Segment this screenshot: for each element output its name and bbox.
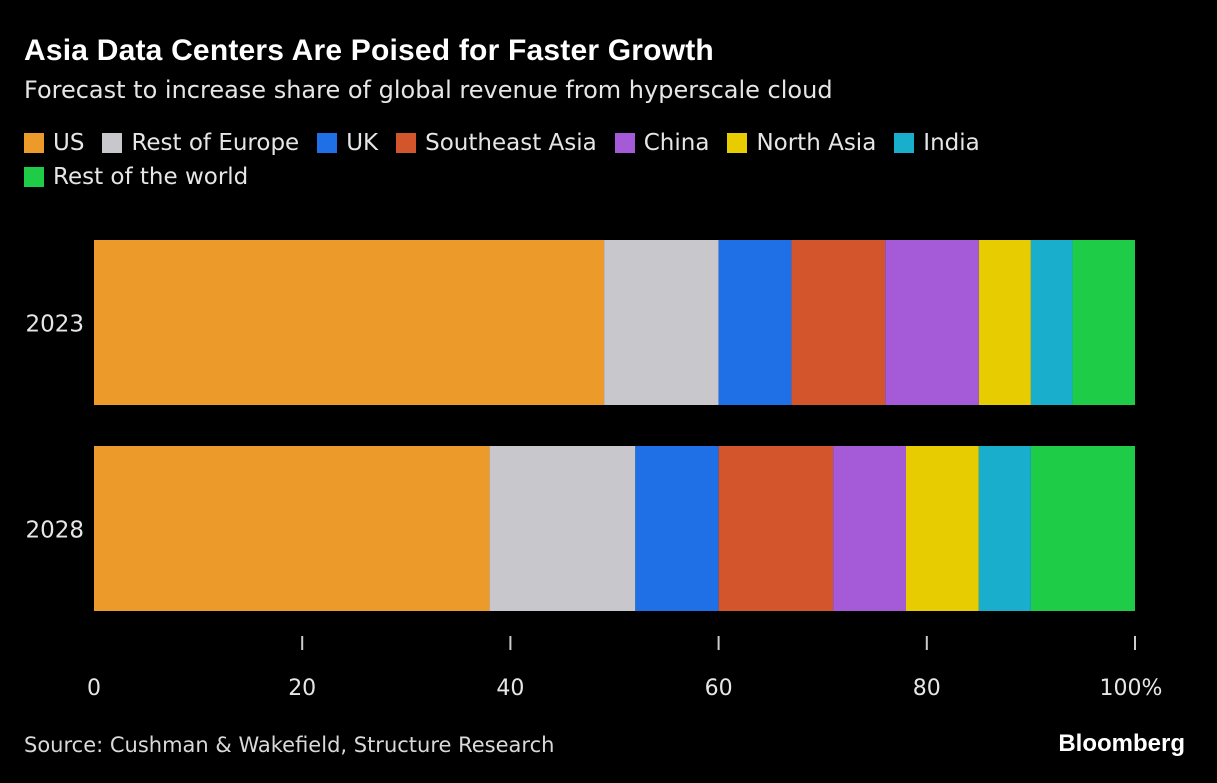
bar-segment: [1072, 240, 1135, 405]
legend-label: Rest of the world: [53, 164, 249, 190]
legend-swatch: [727, 133, 748, 153]
legend-item: UK: [317, 129, 378, 157]
bar-segment: [1030, 240, 1073, 405]
legend-swatch: [894, 133, 915, 153]
legend-swatch: [24, 133, 44, 153]
legend-label: North Asia: [756, 130, 877, 156]
legend-label: UK: [346, 130, 379, 156]
legend-swatch: [396, 133, 417, 153]
legend-swatch: [24, 167, 44, 187]
legend-swatch: [317, 133, 338, 153]
bar-segment: [718, 446, 834, 611]
x-tick-label: 80: [913, 676, 941, 701]
source-note: Source: Cushman & Wakefield, Structure R…: [24, 733, 555, 757]
bar-segment: [489, 446, 636, 611]
chart-title: Asia Data Centers Are Poised for Faster …: [24, 34, 714, 67]
category-label: 2028: [25, 518, 84, 544]
bloomberg-logo: Bloomberg: [1058, 730, 1185, 757]
legend-item: Rest of Europe: [102, 129, 299, 157]
bar-segment: [94, 446, 490, 611]
bar-segment: [718, 240, 792, 405]
legend-label: India: [923, 130, 980, 156]
bar-segment: [94, 240, 605, 405]
x-tick-label: 0: [87, 676, 101, 701]
legend-item: North Asia: [727, 129, 876, 157]
x-tick-label: 20: [288, 676, 316, 701]
legend-item: US: [24, 129, 84, 157]
x-tick-label: 60: [705, 676, 733, 701]
legend-label: Southeast Asia: [425, 130, 597, 156]
legend-label: Rest of Europe: [131, 130, 300, 156]
legend-item: Rest of the world: [24, 163, 248, 191]
chart-subtitle: Forecast to increase share of global rev…: [24, 76, 833, 104]
legend-item: China: [614, 129, 710, 157]
legend-item: India: [894, 129, 980, 157]
legend-swatch: [102, 133, 123, 153]
x-tick-label: 40: [496, 676, 524, 701]
bar-segment: [1030, 446, 1135, 611]
bar-segment: [978, 240, 1031, 405]
bar-segment: [978, 446, 1031, 611]
bar-segment: [885, 240, 979, 405]
bar-segment: [635, 446, 719, 611]
category-label: 2023: [25, 312, 84, 338]
bar-segment: [604, 240, 719, 405]
legend-label: China: [643, 130, 710, 156]
legend-item: Southeast Asia: [396, 129, 597, 157]
legend-swatch: [614, 133, 635, 153]
x-tick-label: 100%: [1100, 676, 1163, 701]
legend-label: US: [53, 130, 85, 156]
bar-segment: [791, 240, 886, 405]
bar-segment: [833, 446, 906, 611]
chart-legend: US Rest of Europe UK Southeast Asia China Nor…: [24, 129, 1124, 191]
bar-segment: [905, 446, 979, 611]
